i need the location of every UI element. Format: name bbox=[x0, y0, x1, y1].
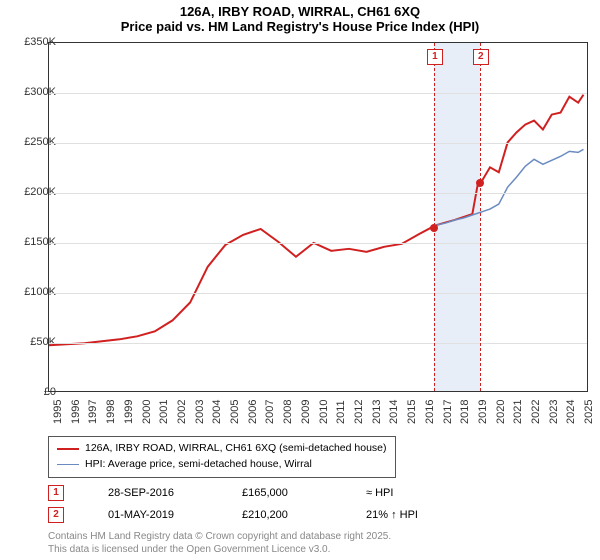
attribution-line: This data is licensed under the Open Gov… bbox=[48, 543, 391, 556]
x-tick-label: 2003 bbox=[194, 400, 206, 424]
x-tick-label: 2013 bbox=[371, 400, 383, 424]
sale-price: £165,000 bbox=[242, 487, 322, 499]
legend-label: 126A, IRBY ROAD, WIRRAL, CH61 6XQ (semi-… bbox=[85, 441, 387, 457]
x-tick-label: 2011 bbox=[335, 400, 347, 424]
x-tick-label: 2009 bbox=[300, 400, 312, 424]
x-tick-label: 2002 bbox=[176, 400, 188, 424]
x-tick-label: 1996 bbox=[70, 400, 82, 424]
sale-hpi-relation: 21% ↑ HPI bbox=[366, 509, 446, 521]
legend-item: HPI: Average price, semi-detached house,… bbox=[57, 457, 387, 473]
table-row: 2 01-MAY-2019 £210,200 21% ↑ HPI bbox=[48, 504, 446, 526]
x-tick-label: 2000 bbox=[141, 400, 153, 424]
legend-label: HPI: Average price, semi-detached house,… bbox=[85, 457, 312, 473]
x-tick-label: 2021 bbox=[512, 400, 524, 424]
sale-marker-2: 2 bbox=[48, 507, 64, 523]
sale-vline bbox=[434, 43, 435, 391]
gridline bbox=[49, 143, 587, 144]
sale-hpi-relation: ≈ HPI bbox=[366, 487, 446, 499]
gridline bbox=[49, 193, 587, 194]
x-tick-label: 2012 bbox=[353, 400, 365, 424]
sale-point bbox=[430, 224, 438, 232]
x-tick-label: 2019 bbox=[477, 400, 489, 424]
sales-table: 1 28-SEP-2016 £165,000 ≈ HPI 2 01-MAY-20… bbox=[48, 482, 446, 526]
x-tick-label: 2010 bbox=[318, 400, 330, 424]
x-tick-label: 2025 bbox=[583, 400, 595, 424]
gridline bbox=[49, 243, 587, 244]
sale-marker-box: 1 bbox=[427, 49, 443, 65]
legend-swatch bbox=[57, 448, 79, 451]
series-line-price_paid bbox=[49, 95, 583, 346]
chart-title-address: 126A, IRBY ROAD, WIRRAL, CH61 6XQ bbox=[0, 0, 600, 19]
gridline bbox=[49, 93, 587, 94]
x-tick-label: 2006 bbox=[247, 400, 259, 424]
table-row: 1 28-SEP-2016 £165,000 ≈ HPI bbox=[48, 482, 446, 504]
line-svg bbox=[49, 43, 587, 391]
x-tick-label: 2001 bbox=[158, 400, 170, 424]
x-tick-label: 1998 bbox=[105, 400, 117, 424]
x-tick-label: 1999 bbox=[123, 400, 135, 424]
x-tick-label: 2020 bbox=[495, 400, 507, 424]
x-tick-label: 1995 bbox=[52, 400, 64, 424]
sale-marker-box: 2 bbox=[473, 49, 489, 65]
x-tick-label: 2008 bbox=[282, 400, 294, 424]
attribution: Contains HM Land Registry data © Crown c… bbox=[48, 530, 391, 556]
x-tick-label: 2004 bbox=[211, 400, 223, 424]
series-line-hpi bbox=[432, 149, 583, 227]
plot-area: 12 bbox=[48, 42, 588, 392]
x-tick-label: 2023 bbox=[548, 400, 560, 424]
gridline bbox=[49, 293, 587, 294]
chart-container: 126A, IRBY ROAD, WIRRAL, CH61 6XQ Price … bbox=[0, 0, 600, 560]
x-tick-label: 2022 bbox=[530, 400, 542, 424]
x-tick-label: 1997 bbox=[87, 400, 99, 424]
x-tick-label: 2016 bbox=[424, 400, 436, 424]
x-tick-label: 2017 bbox=[442, 400, 454, 424]
legend-swatch bbox=[57, 464, 79, 466]
x-tick-label: 2005 bbox=[229, 400, 241, 424]
sale-date: 01-MAY-2019 bbox=[108, 509, 198, 521]
chart-title-subtitle: Price paid vs. HM Land Registry's House … bbox=[0, 19, 600, 38]
legend: 126A, IRBY ROAD, WIRRAL, CH61 6XQ (semi-… bbox=[48, 436, 396, 478]
sale-price: £210,200 bbox=[242, 509, 322, 521]
legend-item: 126A, IRBY ROAD, WIRRAL, CH61 6XQ (semi-… bbox=[57, 441, 387, 457]
sale-marker-1: 1 bbox=[48, 485, 64, 501]
attribution-line: Contains HM Land Registry data © Crown c… bbox=[48, 530, 391, 543]
x-tick-label: 2024 bbox=[565, 400, 577, 424]
x-tick-label: 2018 bbox=[459, 400, 471, 424]
sale-point bbox=[476, 179, 484, 187]
sale-vline bbox=[480, 43, 481, 391]
sale-date: 28-SEP-2016 bbox=[108, 487, 198, 499]
x-tick-label: 2014 bbox=[388, 400, 400, 424]
x-tick-label: 2015 bbox=[406, 400, 418, 424]
gridline bbox=[49, 343, 587, 344]
x-tick-label: 2007 bbox=[264, 400, 276, 424]
